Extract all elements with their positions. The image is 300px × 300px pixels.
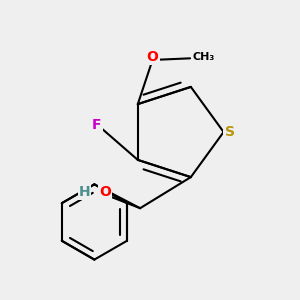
Text: O: O [99, 185, 111, 199]
Text: S: S [224, 125, 235, 139]
Text: CH₃: CH₃ [192, 52, 214, 62]
Text: H: H [79, 185, 90, 199]
Text: O: O [147, 50, 158, 64]
Text: F: F [92, 118, 102, 132]
